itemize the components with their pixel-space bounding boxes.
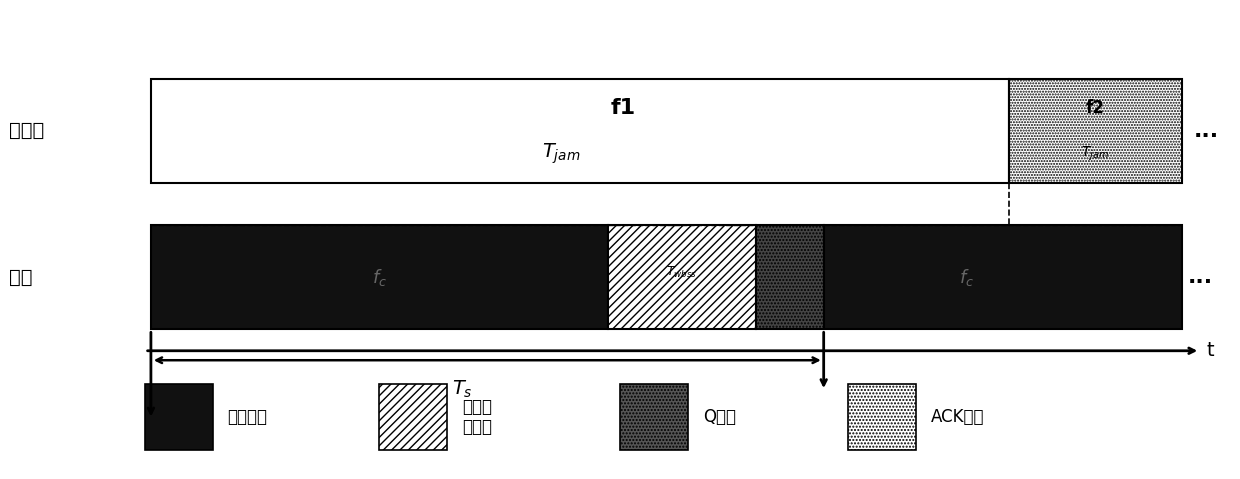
Bar — [608, 225, 756, 330]
Bar — [823, 225, 1182, 330]
Bar — [145, 384, 212, 450]
Text: f1: f1 — [610, 98, 635, 118]
Text: ...: ... — [1194, 121, 1219, 141]
Text: $f_c$: $f_c$ — [960, 267, 975, 288]
Text: $T_{jam}$: $T_{jam}$ — [1081, 144, 1110, 163]
Text: 数据传输: 数据传输 — [227, 408, 268, 426]
Text: 用户: 用户 — [9, 268, 32, 287]
Bar — [151, 225, 608, 330]
Text: ACK传输: ACK传输 — [931, 408, 985, 426]
Text: 干扰机: 干扰机 — [9, 121, 45, 140]
Text: Q学习: Q学习 — [703, 408, 735, 426]
Text: $T_{jam}$: $T_{jam}$ — [542, 141, 580, 166]
Text: t: t — [1207, 341, 1214, 360]
Text: 宽带频
谱感知: 宽带频 谱感知 — [463, 398, 492, 436]
Bar — [1009, 79, 1182, 182]
Text: ...: ... — [1188, 267, 1213, 287]
Bar — [379, 384, 448, 450]
Text: $f_c$: $f_c$ — [372, 267, 387, 288]
Text: f2: f2 — [1086, 99, 1105, 117]
Text: $T_s$: $T_s$ — [453, 379, 472, 400]
Bar — [756, 225, 823, 330]
Bar — [848, 384, 916, 450]
Bar — [151, 79, 1009, 182]
Text: $T_{wbss}$: $T_{wbss}$ — [666, 264, 697, 280]
Bar — [620, 384, 688, 450]
